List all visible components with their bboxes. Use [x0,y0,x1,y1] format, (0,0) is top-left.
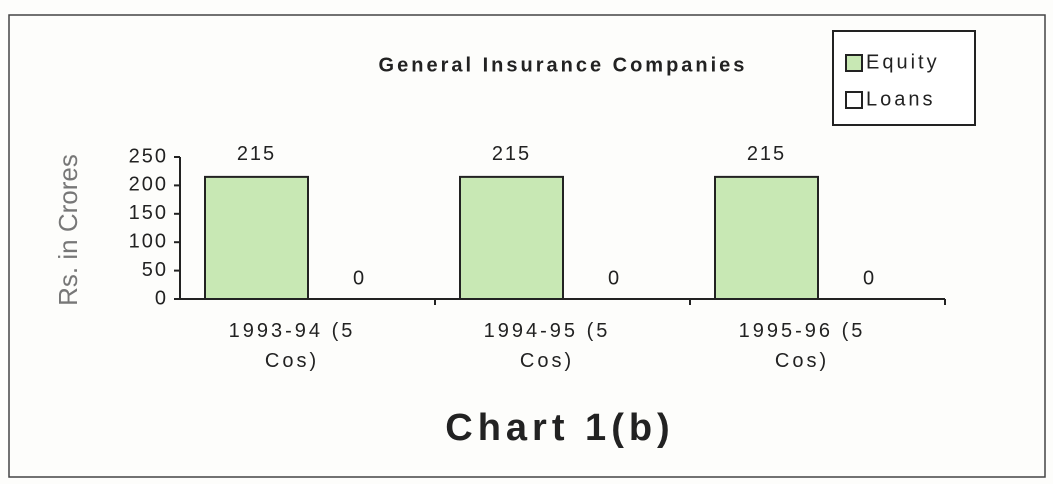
y-tick-label: 150 [129,202,168,224]
chart-caption: Chart 1(b) [445,407,674,449]
legend-swatch [845,54,863,72]
legend-label: Loans [866,88,936,110]
legend [832,30,976,126]
bar [204,175,309,301]
y-tick-label: 50 [142,259,168,281]
x-tick-label: 1995-96 (5 Cos) [738,320,866,372]
x-tick-label: 1994-95 (5 Cos) [483,320,611,372]
legend-label: Equity [866,51,940,73]
y-tick-label: 250 [129,145,168,167]
y-tick-label: 100 [129,230,168,252]
data-label: 215 [237,143,276,165]
data-label: 215 [747,143,786,165]
y-tick-label: 200 [129,174,168,196]
chart-title: General Insurance Companies [379,54,748,76]
legend-swatch [845,91,863,109]
bar [459,175,564,301]
data-label: 0 [608,267,621,289]
data-label: 215 [492,143,531,165]
y-tick-label: 0 [155,287,168,309]
frame [8,14,1046,478]
data-label: 0 [863,267,876,289]
y-axis-label: Rs. in Crores [53,154,83,306]
x-tick-label: 1993-94 (5 Cos) [228,320,356,372]
data-label: 0 [353,267,366,289]
bar [714,175,819,301]
